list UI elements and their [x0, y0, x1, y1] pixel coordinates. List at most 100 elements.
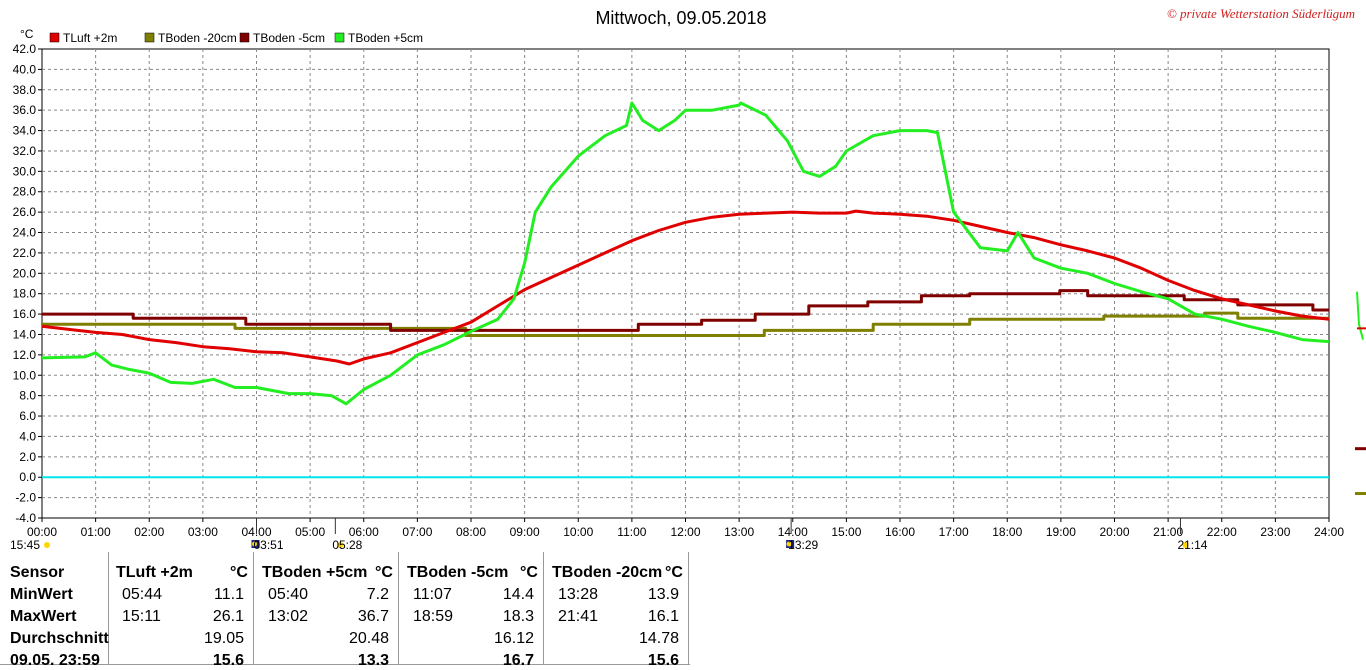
x-tick-label: 08:00	[456, 525, 486, 539]
y-tick-label: 24.0	[13, 226, 37, 240]
moon-icon-glyph	[786, 541, 792, 547]
y-tick-label: 18.0	[13, 287, 37, 301]
s4-max-time: 21:41	[558, 608, 599, 625]
credit-text: © private Wetterstation Süderlügum	[1167, 6, 1355, 21]
s4-min-value: 13.9	[647, 586, 679, 603]
legend-swatch	[239, 32, 250, 43]
s3-max-time: 18:59	[413, 608, 454, 625]
y-tick-label: 36.0	[13, 103, 37, 117]
x-tick-label: 24:00	[1314, 525, 1344, 539]
s3-avg-value: 16.12	[493, 630, 534, 647]
x-tick-label: 06:00	[349, 525, 379, 539]
series-line-tboden-5cm	[42, 289, 1329, 332]
y-tick-label: 2.0	[19, 450, 36, 464]
stats-divider	[543, 552, 544, 665]
series-line-tluft-2m	[41, 209, 1330, 366]
chart-title: Mittwoch, 09.05.2018	[595, 8, 766, 28]
y-tick-label: 16.0	[13, 307, 37, 321]
stats-header-s3: TBoden -5cm	[407, 564, 509, 581]
moon-icon-glyph	[252, 541, 257, 547]
s4-max-value: 16.1	[647, 608, 679, 625]
stats-divider	[253, 552, 254, 665]
stats-divider	[688, 552, 689, 665]
y-tick-label: 28.0	[13, 185, 37, 199]
stats-label-min: MinWert	[10, 586, 73, 603]
y-tick-label: -4.0	[15, 511, 36, 525]
stats-header-sensor: Sensor	[10, 564, 65, 581]
x-tick-label: 10:00	[563, 525, 593, 539]
s1-current-value: 15.6	[212, 652, 244, 669]
s1-avg-value: 19.05	[203, 630, 244, 647]
series-line-tboden-5cm	[41, 101, 1330, 406]
legend-label: TBoden -20cm	[158, 31, 237, 45]
x-tick-label: 00:00	[27, 525, 57, 539]
s1-max-value: 26.1	[212, 608, 244, 625]
y-tick-label: 8.0	[19, 389, 36, 403]
s4-min-time: 13:28	[558, 586, 599, 603]
stats-unit-s4: °C	[665, 564, 683, 581]
x-tick-label: 14:00	[778, 525, 808, 539]
x-tick-label: 12:00	[670, 525, 700, 539]
s4-current-value: 15.6	[647, 652, 679, 669]
marker-time-label: 03:51	[254, 538, 284, 552]
stats-unit-s1: °C	[230, 564, 248, 581]
x-tick-label: 09:00	[510, 525, 540, 539]
y-unit-label: °C	[20, 27, 34, 41]
s2-min-value: 7.2	[366, 586, 389, 603]
stats-label-avg: Durchschnitt	[10, 630, 109, 647]
y-axis: 42.0 40.0 38.0 36.0 34.0 32.0 30.0 28.0 26.0 24.0…	[13, 42, 42, 525]
temperature-chart: Mittwoch, 09.05.2018 © private Wettersta…	[10, 6, 1366, 552]
s2-current-value: 13.3	[357, 652, 389, 669]
grid	[41, 48, 1330, 519]
stats-label-max: MaxWert	[10, 608, 77, 625]
sun-icon	[337, 542, 344, 548]
stats-unit-s2: °C	[375, 564, 393, 581]
x-tick-label: 15:00	[831, 525, 861, 539]
legend-swatch	[49, 32, 60, 43]
marker-time-label: 15:45	[10, 538, 40, 552]
s3-max-value: 18.3	[502, 608, 534, 625]
y-tick-label: 42.0	[13, 42, 37, 56]
y-tick-label: 40.0	[13, 62, 37, 76]
series-line-tboden-20cm	[42, 311, 1329, 337]
y-tick-label: 14.0	[13, 327, 37, 341]
s2-max-value: 36.7	[357, 608, 389, 625]
legend-label: TBoden +5cm	[348, 31, 423, 45]
stats-header-s1: TLuft +2m	[116, 564, 193, 581]
s3-min-value: 14.4	[502, 586, 534, 603]
right-marker	[1356, 291, 1364, 340]
x-tick-label: 13:00	[724, 525, 754, 539]
marker-time-label: 05:28	[332, 538, 362, 552]
x-axis: 00:00 01:00 02:00 03:00 04:00 05:00 06:00 07:00…	[27, 518, 1344, 539]
s2-avg-value: 20.48	[348, 630, 389, 647]
x-tick-label: 21:00	[1153, 525, 1183, 539]
legend-swatch	[144, 32, 155, 43]
y-tick-label: 0.0	[19, 470, 36, 484]
x-tick-label: 23:00	[1260, 525, 1290, 539]
stats-unit-s3: °C	[520, 564, 538, 581]
legend: TLuft +2m TBoden -20cm TBoden -5cm TBoden +…	[49, 31, 423, 45]
legend-swatch	[334, 32, 345, 43]
x-tick-label: 07:00	[402, 525, 432, 539]
legend-label: TLuft +2m	[63, 31, 117, 45]
stats-label-now: 09.05. 23:59	[10, 652, 100, 669]
s3-min-time: 11:07	[413, 586, 452, 603]
s2-max-time: 13:02	[268, 608, 309, 625]
s1-max-time: 15:11	[122, 608, 161, 625]
y-tick-label: 32.0	[13, 144, 37, 158]
s1-min-value: 11.1	[214, 586, 244, 603]
y-tick-label: 30.0	[13, 164, 37, 178]
stats-divider	[108, 552, 109, 665]
x-tick-label: 20:00	[1099, 525, 1129, 539]
x-tick-label: 18:00	[992, 525, 1022, 539]
s3-current-value: 16.7	[502, 652, 534, 669]
x-tick-label: 17:00	[939, 525, 969, 539]
y-tick-label: 20.0	[13, 266, 37, 280]
stats-divider	[398, 552, 399, 665]
stats-bottom-border	[0, 664, 690, 665]
s4-avg-value: 14.78	[638, 630, 679, 647]
y-tick-label: 26.0	[13, 205, 37, 219]
y-tick-label: 6.0	[19, 409, 36, 423]
s1-min-time: 05:44	[122, 586, 163, 603]
s2-min-time: 05:40	[268, 586, 309, 603]
